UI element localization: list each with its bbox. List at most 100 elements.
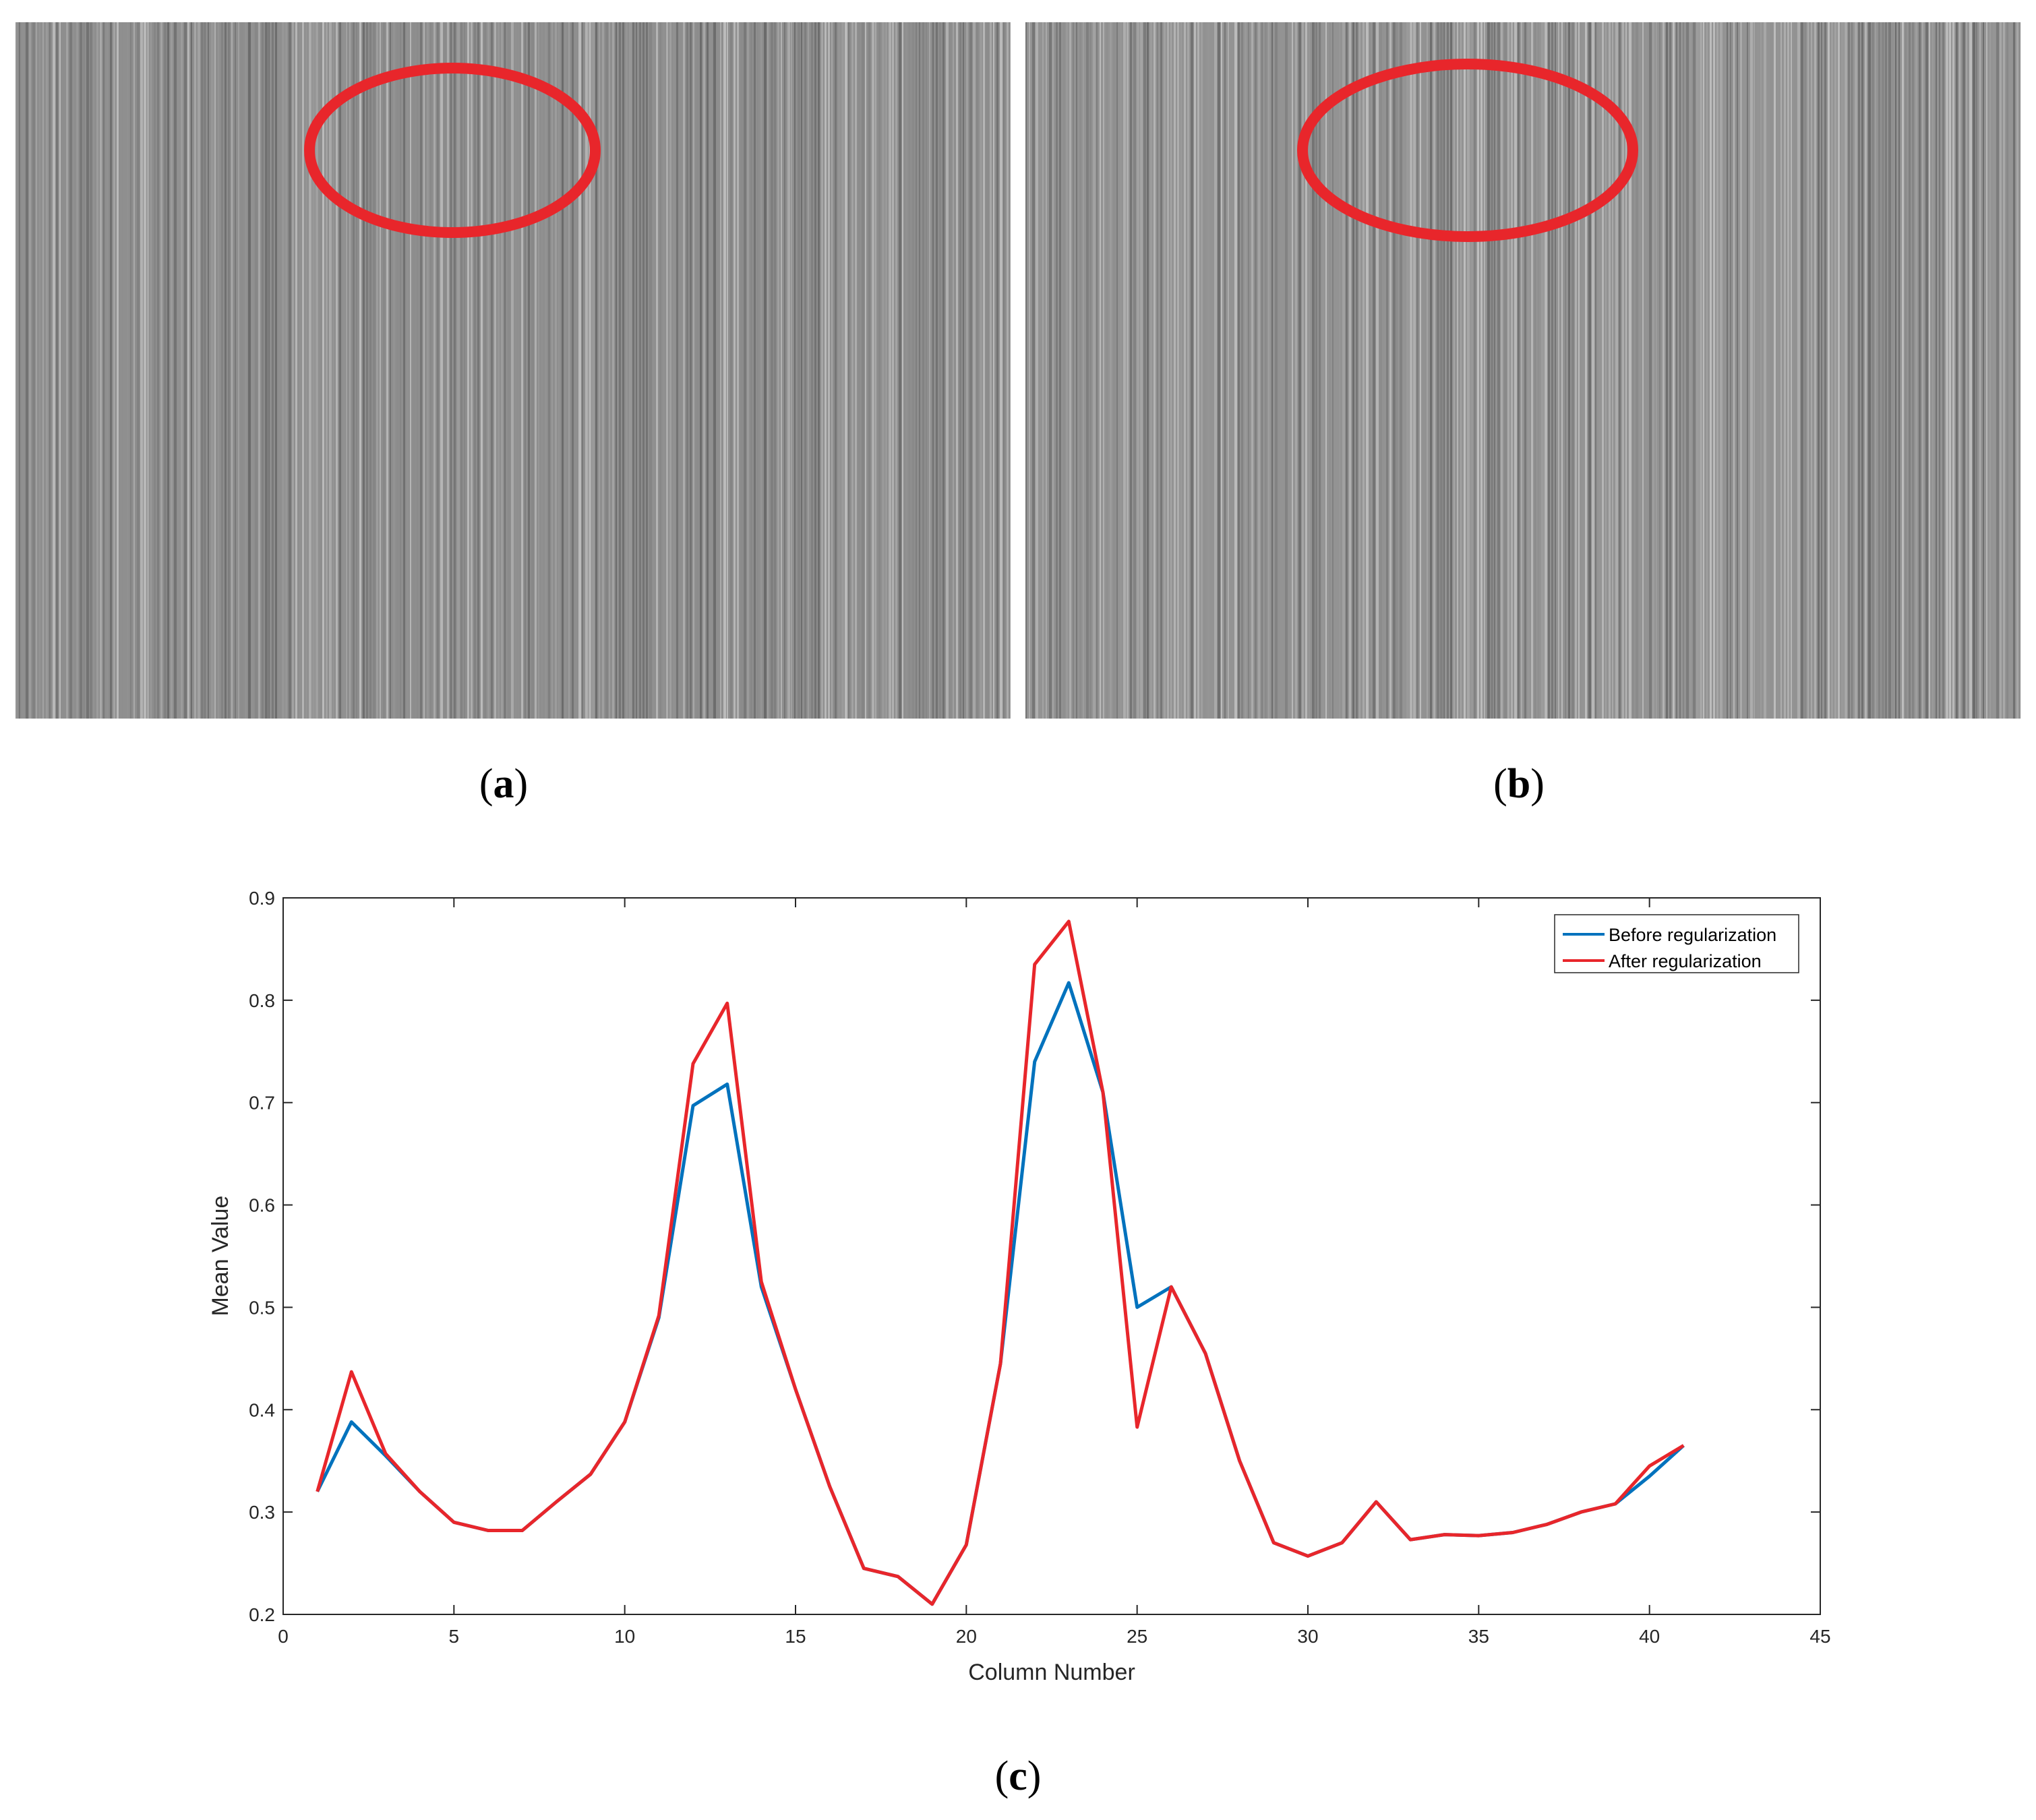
caption-b: (b) bbox=[1493, 761, 1545, 807]
stripe bbox=[1228, 22, 1229, 719]
stripe bbox=[973, 22, 976, 719]
stripe bbox=[16, 22, 18, 719]
stripe bbox=[1319, 22, 1321, 719]
stripe bbox=[1632, 22, 1634, 719]
stripe bbox=[1352, 22, 1354, 719]
stripe bbox=[1592, 22, 1594, 719]
stripe bbox=[949, 22, 951, 719]
stripe bbox=[1305, 22, 1307, 719]
stripe bbox=[683, 22, 685, 719]
stripe bbox=[1346, 22, 1348, 719]
stripe bbox=[262, 22, 264, 719]
stripe bbox=[727, 22, 728, 719]
stripe bbox=[1743, 22, 1745, 719]
stripe bbox=[1582, 22, 1584, 719]
stripe bbox=[1888, 22, 1891, 719]
stripe bbox=[1046, 22, 1047, 719]
stripe bbox=[545, 22, 547, 719]
stripe bbox=[292, 22, 294, 719]
stripe bbox=[1754, 22, 1755, 719]
stripe bbox=[1363, 22, 1365, 719]
stripe bbox=[1555, 22, 1556, 719]
stripe bbox=[1979, 22, 1981, 719]
stripe bbox=[690, 22, 692, 719]
stripe bbox=[1504, 22, 1507, 719]
stripe bbox=[76, 22, 78, 719]
stripe bbox=[204, 22, 206, 719]
stripe bbox=[373, 22, 376, 719]
stripe bbox=[319, 22, 320, 719]
stripe bbox=[1834, 22, 1836, 719]
stripe bbox=[194, 22, 196, 719]
stripe bbox=[1214, 22, 1217, 719]
stripe bbox=[467, 22, 469, 719]
stripe bbox=[1100, 22, 1101, 719]
stripe bbox=[619, 22, 621, 719]
stripe bbox=[956, 22, 958, 719]
stripe bbox=[1467, 22, 1470, 719]
stripe bbox=[86, 22, 89, 719]
stripe bbox=[413, 22, 415, 719]
stripe bbox=[201, 22, 204, 719]
stripe bbox=[1925, 22, 1928, 719]
stripe bbox=[855, 22, 857, 719]
stripe bbox=[1248, 22, 1249, 719]
stripe bbox=[63, 22, 65, 719]
stripe bbox=[238, 22, 239, 719]
stripe bbox=[140, 22, 143, 719]
stripe bbox=[1693, 22, 1696, 719]
stripe bbox=[42, 22, 44, 719]
stripe bbox=[1231, 22, 1233, 719]
stripe bbox=[504, 22, 506, 719]
stripe bbox=[629, 22, 632, 719]
stripe bbox=[1814, 22, 1816, 719]
stripe bbox=[1507, 22, 1509, 719]
stripe bbox=[1164, 22, 1166, 719]
stripe bbox=[211, 22, 214, 719]
stripe bbox=[278, 22, 280, 719]
stripe bbox=[1191, 22, 1193, 719]
stripe bbox=[1737, 22, 1738, 719]
stripe bbox=[895, 22, 897, 719]
stripe bbox=[878, 22, 880, 719]
stripe bbox=[1416, 22, 1418, 719]
stripe bbox=[1207, 22, 1209, 719]
stripe bbox=[1838, 22, 1840, 719]
stripe bbox=[1325, 22, 1327, 719]
stripe bbox=[1086, 22, 1089, 719]
stripe bbox=[666, 22, 668, 719]
stripe bbox=[1450, 22, 1452, 719]
stripe bbox=[811, 22, 813, 719]
stripe bbox=[659, 22, 661, 719]
stripe bbox=[251, 22, 253, 719]
stripe bbox=[609, 22, 610, 719]
stripe bbox=[1821, 22, 1822, 719]
stripe bbox=[582, 22, 583, 719]
stripe bbox=[1133, 22, 1136, 719]
x-axis-label: Column Number bbox=[968, 1660, 1135, 1685]
stripe bbox=[1760, 22, 1762, 719]
stripe bbox=[2003, 22, 2005, 719]
stripe bbox=[1845, 22, 1847, 719]
stripe bbox=[1855, 22, 1857, 719]
stripe bbox=[1329, 22, 1331, 719]
stripe bbox=[578, 22, 581, 719]
stripe bbox=[1400, 22, 1402, 719]
stripe bbox=[710, 22, 712, 719]
stripe bbox=[1598, 22, 1600, 719]
stripe bbox=[983, 22, 985, 719]
stripe bbox=[1464, 22, 1466, 719]
stripe bbox=[1066, 22, 1068, 719]
stripe bbox=[1261, 22, 1263, 719]
stripe bbox=[1423, 22, 1426, 719]
stripe bbox=[1454, 22, 1455, 719]
y-tick-label: 0.8 bbox=[249, 990, 275, 1011]
stripe bbox=[787, 22, 790, 719]
stripe bbox=[851, 22, 854, 719]
stripe bbox=[919, 22, 920, 719]
stripe bbox=[1160, 22, 1162, 719]
stripe bbox=[477, 22, 479, 719]
stripe bbox=[1258, 22, 1260, 719]
stripe bbox=[386, 22, 388, 719]
stripe bbox=[1393, 22, 1396, 719]
